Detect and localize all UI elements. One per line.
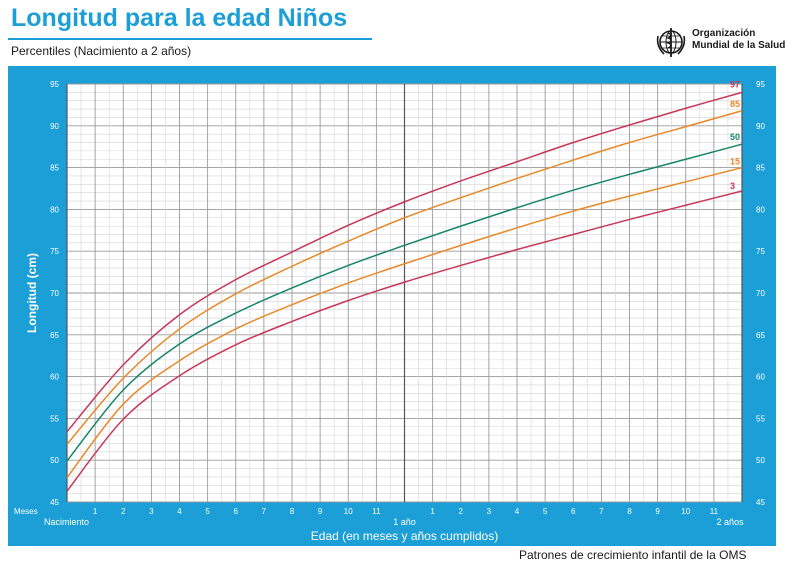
y-tick-label-right: 65 (756, 331, 765, 340)
x-axis-title: Edad (en meses y años cumplidos) (311, 529, 498, 543)
x-tick-label: 9 (655, 507, 660, 516)
organization-name-line2: Mundial de la Salud (692, 40, 786, 51)
organization-name-line1: Organización (692, 28, 756, 39)
percentile-label-p3: 3 (730, 181, 735, 191)
x-tick-label: 4 (177, 507, 182, 516)
x-tick-label: 10 (681, 507, 690, 516)
percentile-label-p97: 97 (730, 79, 740, 89)
y-tick-label-left: 45 (50, 498, 59, 507)
y-tick-label-right: 90 (756, 122, 765, 131)
x-tick-label: 9 (318, 507, 323, 516)
y-tick-label-left: 80 (50, 205, 59, 214)
y-tick-label-left: 55 (50, 414, 59, 423)
y-tick-label-right: 60 (756, 373, 765, 382)
x-tick-label: 7 (262, 507, 267, 516)
x-tick-label: 3 (149, 507, 154, 516)
y-tick-label-left: 50 (50, 456, 59, 465)
x-year-label: 1 año (393, 517, 416, 527)
x-tick-label: 6 (571, 507, 576, 516)
footer-source: Patrones de crecimiento infantil de la O… (519, 548, 747, 562)
x-tick-label: 3 (487, 507, 492, 516)
y-tick-label-left: 65 (50, 331, 59, 340)
y-tick-label-left: 85 (50, 164, 59, 173)
y-tick-label-left: 70 (50, 289, 59, 298)
percentile-line-p3 (66, 190, 743, 492)
y-tick-label-left: 60 (50, 373, 59, 382)
x-tick-label: 11 (372, 507, 381, 516)
x-tick-label: 5 (543, 507, 548, 516)
x-tick-label: 11 (710, 507, 719, 516)
organization-name: Organización Mundial de la Salud (692, 28, 785, 52)
x-tick-label: 6 (234, 507, 239, 516)
y-axis-title: Longitud (cm) (25, 253, 39, 333)
y-tick-label-right: 75 (756, 247, 765, 256)
percentile-line-p15 (66, 166, 743, 479)
who-emblem-icon (656, 28, 686, 57)
percentile-label-p85: 85 (730, 99, 740, 109)
x-tick-label: 5 (205, 507, 210, 516)
percentile-line-p97 (66, 91, 743, 433)
chart-frame: 45 45 50 50 55 55 60 60 65 65 70 70 75 75 80 80 85 85 90 90… (8, 66, 776, 546)
page-title: Longitud para la edad Niños (11, 4, 348, 32)
x-tick-label: 8 (627, 507, 632, 516)
y-tick-label-left: 75 (50, 247, 59, 256)
percentile-label-p50: 50 (730, 132, 740, 142)
x-tick-label: 10 (344, 507, 353, 516)
x-tick-label: 8 (290, 507, 295, 516)
y-tick-label-right: 70 (756, 289, 765, 298)
x-tick-label: 1 (93, 507, 98, 516)
percentile-line-p85 (66, 110, 743, 445)
x-tick-label: 4 (515, 507, 520, 516)
x-axis-word: Meses (14, 507, 38, 516)
x-tick-label: 7 (599, 507, 604, 516)
y-tick-label-right: 50 (756, 456, 765, 465)
percentile-label-p15: 15 (730, 157, 740, 167)
x-year-label: Nacimiento (44, 517, 89, 527)
x-tick-label: 2 (459, 507, 464, 516)
percentile-line-p50 (66, 143, 743, 462)
title-underline (8, 38, 372, 40)
y-tick-label-right: 45 (756, 498, 765, 507)
y-tick-label-left: 95 (50, 80, 59, 89)
y-tick-label-right: 55 (756, 414, 765, 423)
y-tick-label-right: 80 (756, 205, 765, 214)
y-tick-label-right: 95 (756, 80, 765, 89)
chart-subtitle: Percentiles (Nacimiento a 2 años) (11, 44, 192, 58)
x-tick-label: 1 (430, 507, 435, 516)
x-tick-label: 2 (121, 507, 126, 516)
x-year-label: 2 años (716, 517, 744, 527)
y-tick-label-left: 90 (50, 122, 59, 131)
y-tick-label-right: 85 (756, 164, 765, 173)
